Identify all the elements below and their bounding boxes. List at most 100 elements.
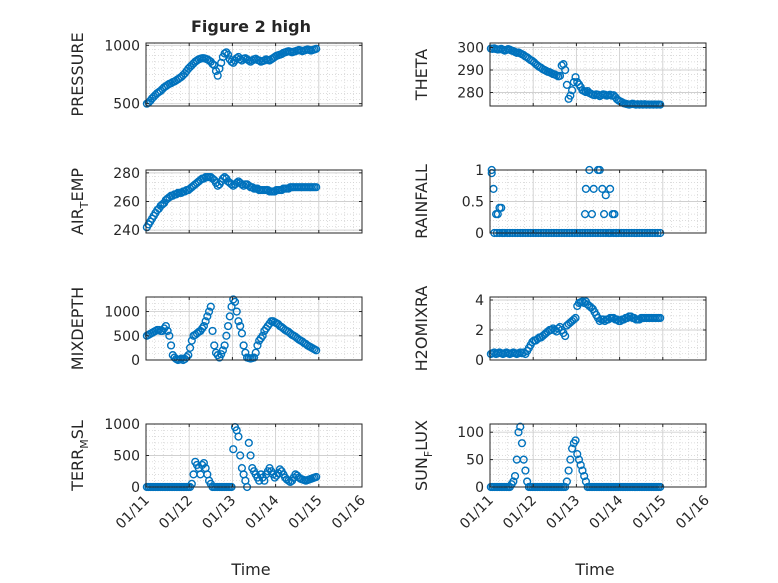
data-point xyxy=(562,80,572,89)
data-point xyxy=(177,354,186,363)
x-axis-label-left: Time xyxy=(230,560,270,579)
figure-title: Figure 2 high xyxy=(191,17,311,36)
y-axis-label: H2OMIXRA xyxy=(412,286,431,372)
data-point xyxy=(253,341,262,350)
data-point xyxy=(519,455,528,464)
subplot-theta: 280 290 300 THETA xyxy=(412,41,707,109)
y-tick-label: 290 xyxy=(457,63,484,79)
y-axis-label: MIXDEPTH xyxy=(68,287,87,370)
data-point xyxy=(497,203,506,212)
data-point xyxy=(610,210,619,219)
data-point xyxy=(510,471,520,481)
y-tick-label: 1000 xyxy=(104,417,140,433)
data-point xyxy=(601,191,610,200)
data-point xyxy=(249,353,259,362)
data-point xyxy=(567,86,577,95)
data-point xyxy=(509,477,518,486)
data-point xyxy=(571,73,580,82)
y-tick-label: 500 xyxy=(113,97,140,113)
y-tick-label: 280 xyxy=(113,166,140,182)
subplot-mixdepth: 0 500 1000 MIXDEPTH xyxy=(68,287,363,370)
data-point xyxy=(185,343,195,352)
y-axis-label: THETA xyxy=(412,49,431,101)
subplot-h2omixra: 0 2 4 H2OMIXRA xyxy=(412,286,707,372)
y-tick-label: 0 xyxy=(475,353,484,369)
data-point xyxy=(516,422,525,431)
y-tick-label: 240 xyxy=(113,223,140,239)
data-point xyxy=(581,184,591,194)
data-point xyxy=(161,321,170,331)
data-point xyxy=(562,477,572,486)
y-tick-label: 300 xyxy=(457,41,484,57)
data-point xyxy=(312,472,321,482)
data-point xyxy=(517,439,527,448)
data-point xyxy=(589,184,598,194)
data-point xyxy=(514,428,523,437)
data-point xyxy=(571,436,580,445)
data-point xyxy=(208,59,217,69)
axes-box xyxy=(489,296,707,361)
y-tick-label: 260 xyxy=(113,195,140,211)
data-point xyxy=(225,312,234,321)
data-point xyxy=(312,44,321,53)
data-point xyxy=(312,346,321,355)
data-point xyxy=(574,455,584,464)
data-point xyxy=(598,184,607,194)
subplot-pressure: 500 1000 PRESSURE xyxy=(68,32,363,117)
data-point xyxy=(220,49,229,58)
y-tick-label: 1 xyxy=(475,163,484,179)
data-point xyxy=(569,315,578,324)
y-axis-label: RAINFALL xyxy=(412,164,431,239)
data-point xyxy=(208,326,217,336)
data-point xyxy=(166,341,176,350)
y-tick-label: 50 xyxy=(466,453,484,469)
data-point xyxy=(204,307,214,316)
y-axis-label: PRESSURE xyxy=(68,32,87,116)
data-point xyxy=(236,321,245,331)
data-point xyxy=(571,313,580,323)
data-point xyxy=(223,321,233,331)
data-point xyxy=(244,438,253,448)
data-point xyxy=(165,331,174,340)
y-tick-label: 0 xyxy=(131,480,140,496)
y-tick-label: 2 xyxy=(475,323,484,339)
data-point xyxy=(566,91,575,100)
data-point xyxy=(230,297,240,306)
data-point xyxy=(564,466,573,475)
y-tick-label: 100 xyxy=(457,425,484,441)
data-point xyxy=(567,444,577,453)
data-point xyxy=(605,184,615,194)
data-point xyxy=(187,336,196,345)
data-point xyxy=(561,331,570,341)
y-tick-label: 280 xyxy=(457,86,484,102)
data-point xyxy=(237,329,247,338)
data-point xyxy=(232,178,241,187)
y-tick-label: 0 xyxy=(475,226,484,242)
y-tick-label: 1000 xyxy=(104,38,140,54)
data-point xyxy=(227,180,236,189)
data-point xyxy=(656,313,665,323)
data-point xyxy=(312,183,321,192)
data-point xyxy=(561,65,570,75)
data-point xyxy=(163,326,172,336)
data-point xyxy=(184,351,193,360)
data-point xyxy=(246,451,255,460)
data-point xyxy=(210,341,219,350)
y-tick-label: 500 xyxy=(113,449,140,465)
subplot-rainfall: 0 0.5 1 RAINFALL xyxy=(412,163,707,242)
data-point xyxy=(236,451,245,460)
data-point xyxy=(203,312,212,321)
data-point xyxy=(251,348,260,357)
data-point xyxy=(229,445,238,454)
data-point xyxy=(555,71,565,80)
data-point xyxy=(217,350,226,359)
data-point xyxy=(222,331,231,340)
y-tick-label: 4 xyxy=(475,293,484,309)
y-tick-label: 0 xyxy=(131,353,140,369)
data-point xyxy=(206,302,215,311)
axes-box xyxy=(145,42,363,107)
axes-box xyxy=(489,42,707,107)
data-point xyxy=(258,331,267,340)
y-axis-label: SUNFLUX xyxy=(412,420,435,491)
